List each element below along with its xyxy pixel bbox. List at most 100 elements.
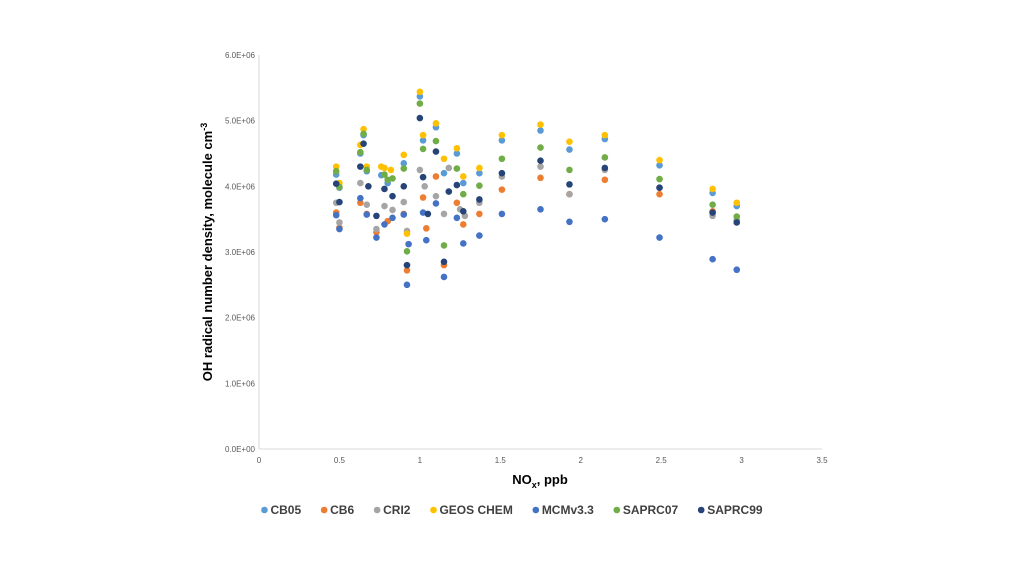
point-saprc99 xyxy=(403,261,411,269)
point-saprc99 xyxy=(476,196,483,203)
y-axis-title: OH radical number density, molecule cm-3 xyxy=(199,123,215,381)
point-cb05 xyxy=(416,93,424,100)
legend-label: MCMv3.3 xyxy=(542,503,594,517)
point-mcmv3-3 xyxy=(440,273,448,281)
point-saprc07 xyxy=(400,165,408,172)
legend-label: CB05 xyxy=(270,503,301,517)
legend-marker xyxy=(320,506,328,514)
point-saprc99 xyxy=(432,148,440,155)
y-tick-label: 0.0E+00 xyxy=(225,445,256,454)
point-cb6 xyxy=(498,186,506,193)
point-geos-chem xyxy=(416,88,424,96)
point-geos-chem xyxy=(733,199,741,207)
point-cri2 xyxy=(566,190,573,198)
point-saprc99 xyxy=(656,184,663,191)
legend-item-saprc99: SAPRC99 xyxy=(697,503,763,517)
point-mcmv3-3 xyxy=(476,232,483,239)
point-saprc07 xyxy=(419,145,427,153)
point-mcmv3-3 xyxy=(389,214,396,222)
point-cb05 xyxy=(419,137,427,144)
point-saprc99 xyxy=(424,210,432,218)
point-cri2 xyxy=(537,163,544,170)
point-saprc07 xyxy=(432,137,440,145)
point-cb6 xyxy=(453,199,461,207)
y-tick-label: 2.0E+06 xyxy=(225,314,256,323)
legend-marker xyxy=(261,506,268,514)
point-geos-chem xyxy=(566,138,573,145)
point-geos-chem xyxy=(476,164,483,172)
point-saprc07 xyxy=(453,165,461,172)
point-geos-chem xyxy=(601,131,609,139)
point-geos-chem xyxy=(498,131,506,139)
point-saprc99 xyxy=(709,209,716,216)
legend-marker xyxy=(532,506,540,514)
point-cb6 xyxy=(419,194,427,201)
point-mcmv3-3 xyxy=(459,240,467,247)
legend-item-cri2: CRI2 xyxy=(373,503,411,517)
point-saprc07 xyxy=(566,166,573,174)
data-points xyxy=(332,88,741,289)
point-mcmv3-3 xyxy=(453,214,461,222)
point-cb05 xyxy=(400,160,408,167)
point-saprc99 xyxy=(733,219,741,226)
point-geos-chem xyxy=(332,163,340,170)
point-saprc99 xyxy=(365,183,372,190)
point-geos-chem xyxy=(453,144,461,152)
legend-item-geos-chem: GEOS CHEM xyxy=(430,503,513,517)
point-cb05 xyxy=(656,162,663,169)
point-saprc99 xyxy=(601,164,609,172)
x-tick-label: 3 xyxy=(739,456,744,465)
point-mcmv3-3 xyxy=(498,210,506,218)
point-mcmv3-3 xyxy=(336,225,343,233)
point-geos-chem xyxy=(432,119,440,127)
point-cb6 xyxy=(403,267,411,274)
x-axis-title: NOx, ppb xyxy=(512,472,568,490)
point-cri2 xyxy=(381,202,388,210)
point-mcmv3-3 xyxy=(601,215,609,223)
point-saprc99 xyxy=(360,140,367,147)
point-saprc07 xyxy=(360,130,367,138)
legend-label: CRI2 xyxy=(383,503,411,517)
point-cb05 xyxy=(566,146,573,153)
legend-label: GEOS CHEM xyxy=(439,503,512,517)
x-tick-label: 2.5 xyxy=(656,456,668,465)
point-saprc99 xyxy=(498,169,506,177)
point-saprc99 xyxy=(400,183,408,190)
point-saprc07 xyxy=(537,144,544,151)
point-mcmv3-3 xyxy=(357,194,364,202)
point-saprc99 xyxy=(537,157,544,165)
point-cb05 xyxy=(440,169,448,177)
point-saprc99 xyxy=(416,114,424,122)
x-tick-label: 1 xyxy=(418,456,423,465)
legend-label: SAPRC07 xyxy=(623,503,679,517)
y-tick-labels: 0.0E+00 1.0E+06 2.0E+06 3.0E+06 4.0E+06 5.0E+… xyxy=(225,51,256,454)
y-tick-label: 3.0E+06 xyxy=(225,248,256,257)
point-saprc07 xyxy=(416,100,424,107)
legend-marker xyxy=(613,506,621,514)
y-axis-title-superscript: -3 xyxy=(199,123,209,131)
point-geos-chem xyxy=(459,173,467,180)
point-saprc99 xyxy=(453,181,461,189)
point-saprc99 xyxy=(445,188,453,195)
point-saprc07 xyxy=(601,154,609,161)
point-cri2 xyxy=(445,164,453,172)
x-tick-label: 0.5 xyxy=(334,456,346,465)
y-tick-label: 1.0E+06 xyxy=(225,379,256,388)
point-cb6 xyxy=(537,174,544,182)
point-saprc99 xyxy=(566,181,573,188)
point-saprc07 xyxy=(381,171,388,178)
x-tick-label: 3.5 xyxy=(816,456,828,465)
point-cri2 xyxy=(336,219,343,226)
point-cb6 xyxy=(432,173,440,180)
point-saprc99 xyxy=(332,180,340,188)
legend-item-cb6: CB6 xyxy=(320,503,354,517)
point-cri2 xyxy=(373,225,380,233)
point-mcmv3-3 xyxy=(432,200,440,207)
point-geos-chem xyxy=(387,166,395,174)
point-geos-chem xyxy=(360,125,367,133)
point-geos-chem xyxy=(440,155,448,163)
point-mcmv3-3 xyxy=(733,266,741,274)
y-tick-label: 6.0E+06 xyxy=(225,51,256,60)
point-mcmv3-3 xyxy=(709,255,716,263)
